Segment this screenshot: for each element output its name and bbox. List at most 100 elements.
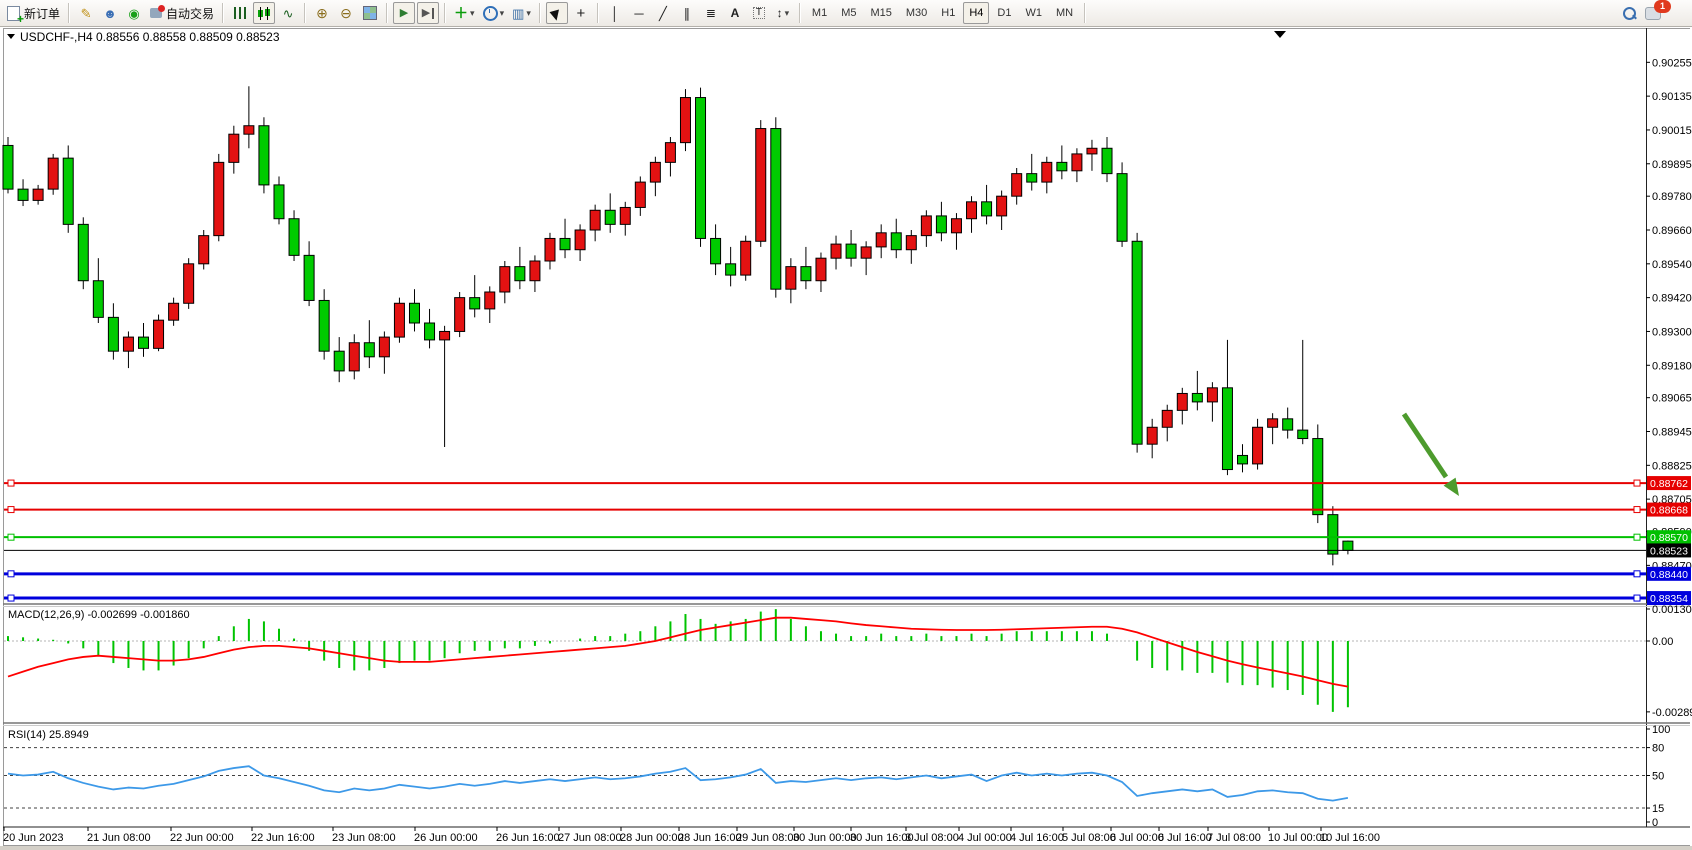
timeframe-m5-button[interactable]: M5 — [841, 7, 857, 19]
candle-chart-button[interactable] — [253, 2, 276, 24]
hline-handle-right[interactable] — [1633, 533, 1641, 541]
zoom-out-button[interactable]: ⊖ — [335, 2, 357, 24]
notifications-button[interactable]: 1 — [1642, 0, 1681, 24]
indicators-button[interactable]: ＋ ▾ — [451, 2, 478, 24]
candle-body — [122, 336, 134, 352]
zoom-in-icon: ⊕ — [316, 5, 328, 21]
crosshair-button[interactable]: + — [570, 2, 592, 24]
price-tick-label: 0.88825 — [1652, 460, 1692, 472]
time-axis: 20 Jun 2023 21 Jun 08:00 22 Jun 00:00 22 Ju… — [3, 827, 1380, 844]
time-tick-label: 4 Jul 00:00 — [958, 832, 1012, 844]
hline-handle-left[interactable] — [7, 506, 15, 514]
candle-body — [62, 157, 74, 225]
text-label-icon: T — [752, 7, 765, 19]
text-label-button[interactable]: T — [748, 2, 770, 24]
symbol-info: USDCHF-,H4 0.88556 0.88558 0.88509 0.885… — [7, 30, 1286, 44]
hline-handle-right[interactable] — [1633, 479, 1641, 487]
line-icon: ∿ — [282, 5, 294, 21]
text-button[interactable]: A — [724, 2, 746, 24]
candle-body — [619, 206, 631, 225]
candle-body — [32, 188, 44, 201]
periods-button[interactable]: ▾ — [480, 2, 508, 24]
pen-icon: ✎ — [80, 5, 92, 21]
hline-handle-left[interactable] — [7, 570, 15, 578]
horizontal-line-button[interactable]: ─ — [628, 2, 650, 24]
hline-handle-left[interactable] — [7, 479, 15, 487]
horizontal-line-0.88570[interactable]: 0.88570 — [4, 530, 1691, 545]
candle-body — [168, 302, 180, 321]
cursor-button[interactable] — [545, 2, 568, 24]
candle-body — [1252, 426, 1264, 465]
time-tick-label: 26 Jun 00:00 — [414, 832, 478, 844]
tile-windows-button[interactable] — [359, 2, 381, 24]
horizontal-line-0.88354[interactable]: 0.88354 — [4, 591, 1691, 606]
rsi-axis-label: 100 — [1652, 724, 1670, 736]
horizontal-line-0.88668[interactable]: 0.88668 — [4, 502, 1691, 517]
arrows-button[interactable]: ↕ ▾ — [772, 2, 794, 24]
candle-body — [393, 302, 405, 338]
bid-price-label: 0.88523 — [1650, 545, 1688, 557]
timeframe-m30-button[interactable]: M30 — [905, 7, 928, 19]
candle-body — [273, 184, 285, 220]
channel-button[interactable]: ∥ — [676, 2, 698, 24]
line-chart-button[interactable]: ∿ — [277, 2, 299, 24]
time-tick-label: 28 Jun 16:00 — [678, 832, 742, 844]
search-button[interactable] — [1618, 2, 1640, 24]
macd-pane: MACD(12,26,9) -0.002699 -0.001860 0.00130… — [4, 604, 1692, 719]
candle-body — [183, 263, 195, 304]
fibonacci-button[interactable]: ≣ — [700, 2, 722, 24]
hline-price-label: 0.88762 — [1650, 478, 1688, 490]
trend-arrow-annotation[interactable] — [1401, 412, 1459, 496]
signal-button[interactable]: ◉ — [123, 2, 145, 24]
hline-handle-left[interactable] — [7, 594, 15, 602]
timeframe-w1-button[interactable]: W1 — [1025, 7, 1042, 19]
hline-handle-right[interactable] — [1633, 570, 1641, 578]
hline-handle-right[interactable] — [1633, 594, 1641, 602]
time-tick-label: 20 Jun 2023 — [3, 832, 64, 844]
toolbar-separator — [596, 3, 599, 23]
macd-label: MACD(12,26,9) -0.002699 -0.001860 — [8, 609, 190, 621]
candle-body — [529, 260, 541, 282]
horizontal-line-0.88440[interactable]: 0.88440 — [4, 566, 1691, 581]
candle-body — [589, 209, 601, 231]
chart-shift-button[interactable]: ▶ — [417, 2, 440, 24]
candle-body — [1161, 409, 1173, 428]
chart-shift-marker-icon[interactable] — [1274, 31, 1286, 38]
timeframe-m1-button[interactable]: M1 — [811, 7, 828, 19]
new-order-button[interactable]: 新订单 — [4, 2, 63, 25]
toolbar-separator — [538, 3, 541, 23]
rsi-axis-label: 80 — [1652, 743, 1664, 755]
timeframe-m15-button[interactable]: M15 — [870, 7, 892, 19]
timeframe-mn-button[interactable]: MN — [1055, 7, 1074, 19]
time-tick-label: 22 Jun 16:00 — [251, 832, 315, 844]
candle-body — [348, 342, 360, 372]
timeframe-d1-button[interactable]: D1 — [997, 7, 1012, 19]
auto-scroll-button[interactable]: ▶ — [393, 2, 416, 24]
timeframe-h1-button[interactable]: H1 — [941, 7, 956, 19]
timeframe-h4-button[interactable]: H4 — [963, 2, 990, 24]
styler-button[interactable]: ✎ — [75, 2, 97, 24]
profile-button[interactable]: ☻ — [99, 2, 121, 24]
time-tick-label: 23 Jun 08:00 — [332, 832, 396, 844]
tiles-icon — [363, 6, 378, 20]
templates-button[interactable]: ▥ ▾ — [509, 2, 534, 24]
chart-menu-arrow-icon[interactable] — [7, 34, 15, 39]
arrows-icon: ↕ — [776, 6, 783, 20]
autotrade-button[interactable]: 自动交易 — [147, 2, 217, 24]
candle-body — [830, 243, 842, 259]
hline-handle-right[interactable] — [1633, 506, 1641, 514]
horizontal-line-0.88762[interactable]: 0.88762 — [4, 476, 1691, 491]
candle-body — [755, 128, 767, 242]
vertical-line-button[interactable]: │ — [604, 2, 626, 24]
bar-chart-button[interactable] — [229, 2, 251, 24]
candle-body — [454, 297, 466, 332]
toolbar-separator — [304, 3, 307, 23]
hline-price-label: 0.88354 — [1650, 593, 1688, 605]
hline-handle-left[interactable] — [7, 533, 15, 541]
current-price-line: 0.88523 — [4, 543, 1691, 558]
rsi-line — [7, 765, 1349, 802]
time-tick-label: 5 Jul 08:00 — [1062, 832, 1116, 844]
zoom-in-button[interactable]: ⊕ — [311, 2, 333, 24]
chevron-down-icon: ▾ — [470, 7, 475, 18]
trendline-button[interactable]: ╱ — [652, 2, 674, 24]
